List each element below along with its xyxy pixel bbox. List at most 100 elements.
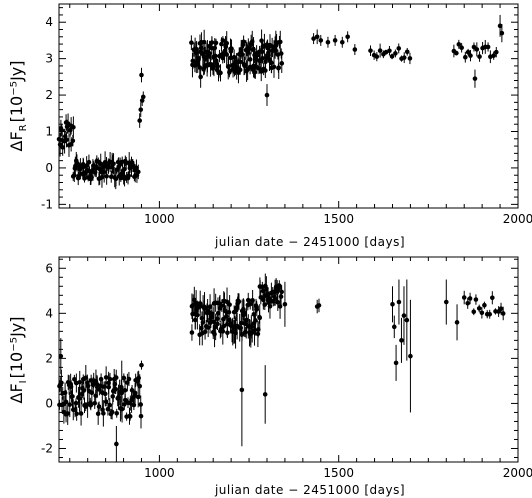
data-point-r [126, 173, 132, 179]
data-point-i [195, 312, 200, 318]
data-point-i [105, 406, 111, 412]
data-point-r [251, 47, 256, 52]
data-point-i [277, 283, 282, 288]
data-point-i [227, 302, 232, 307]
data-point-i [58, 353, 64, 359]
data-point-i [114, 441, 119, 447]
y-axis-label-main-i: ΔF [7, 383, 26, 403]
data-point-i [221, 323, 227, 329]
data-point-i [215, 321, 220, 327]
data-point-i [454, 320, 460, 325]
data-point-r [139, 72, 144, 78]
data-point-r [311, 36, 316, 41]
data-point-r [459, 45, 464, 51]
data-point-r [241, 39, 246, 45]
data-point-r [242, 63, 248, 68]
data-point-r [259, 49, 265, 55]
data-point-i [109, 409, 115, 415]
data-point-i [96, 404, 102, 409]
data-point-i [253, 318, 258, 323]
data-point-i [461, 295, 467, 300]
data-point-i [107, 376, 113, 382]
y-tick-label-r: 3 [45, 52, 53, 66]
data-point-r [71, 173, 77, 178]
data-point-r [339, 39, 345, 45]
data-point-i [316, 303, 322, 308]
data-point-r [201, 39, 207, 45]
y-axis-label-i: ΔFI[10⁻⁵Jy] [7, 317, 29, 404]
data-point-i [500, 311, 506, 316]
axis-ticks-r: 1000 1500 2000 -1 0 1 2 3 4 [41, 4, 532, 226]
data-point-i [498, 306, 504, 312]
data-point-i [107, 402, 113, 408]
data-point-i [74, 411, 79, 417]
data-point-r [352, 47, 358, 52]
svg-text:ΔFR[10⁻⁵Jy]: ΔFR[10⁻⁵Jy] [7, 61, 29, 152]
data-point-r [122, 166, 127, 172]
y-tick-label-r: 0 [45, 161, 53, 175]
y-tick-label-i: -2 [41, 441, 53, 455]
data-point-r [71, 125, 76, 130]
data-point-r [404, 49, 410, 55]
data-point-i [67, 402, 73, 407]
data-point-r [368, 48, 373, 53]
data-point-i [126, 376, 132, 382]
data-point-i [95, 411, 101, 416]
data-point-i [59, 380, 64, 386]
data-point-i [215, 310, 221, 316]
y-tick-label-i: 6 [45, 261, 53, 275]
data-point-i [257, 315, 263, 321]
data-point-r [68, 141, 74, 147]
data-point-i [226, 309, 232, 315]
data-point-r [401, 55, 407, 60]
data-point-i [443, 299, 449, 305]
data-point-r [463, 54, 468, 60]
data-point-r [493, 49, 499, 55]
data-point-r [137, 118, 142, 123]
data-point-i [106, 384, 112, 390]
data-point-r [252, 69, 257, 75]
data-point-i [254, 307, 260, 312]
data-point-r [64, 137, 69, 143]
data-point-r [485, 44, 491, 50]
data-point-r [314, 34, 320, 40]
data-point-i [239, 387, 245, 393]
data-point-r [278, 51, 284, 56]
data-point-i [225, 330, 230, 336]
data-point-r [472, 76, 478, 81]
data-point-r [134, 165, 139, 171]
data-point-r [113, 176, 119, 182]
data-point-r [70, 138, 76, 144]
data-point-r [318, 38, 324, 43]
data-point-i [476, 306, 482, 311]
data-point-r [468, 53, 473, 58]
data-point-r [407, 56, 413, 61]
data-point-i [73, 400, 79, 406]
data-point-i [220, 329, 226, 334]
data-point-r [377, 48, 383, 53]
y-tick-label-i: 0 [45, 396, 53, 410]
data-point-r [255, 52, 260, 58]
data-point-r [229, 46, 234, 51]
data-point-r [75, 162, 81, 168]
data-point-r [345, 34, 350, 40]
data-point-i [98, 383, 103, 389]
data-point-r [332, 38, 338, 43]
data-point-i [487, 311, 493, 317]
data-point-i [136, 375, 141, 381]
data-point-i [467, 296, 473, 301]
data-point-r [264, 92, 270, 98]
data-point-i [219, 303, 225, 308]
data-point-i [465, 300, 471, 306]
data-point-i [399, 338, 404, 343]
data-point-i [77, 396, 82, 401]
data-point-i [209, 311, 215, 316]
data-point-r [82, 176, 87, 181]
y-axis-label-unit-i: [10⁻⁵Jy] [7, 317, 26, 379]
x-tick-label-r: 1000 [144, 212, 175, 226]
data-point-i [70, 394, 75, 399]
data-point-i [127, 414, 133, 419]
data-point-r [263, 68, 268, 73]
data-point-i [245, 297, 251, 303]
